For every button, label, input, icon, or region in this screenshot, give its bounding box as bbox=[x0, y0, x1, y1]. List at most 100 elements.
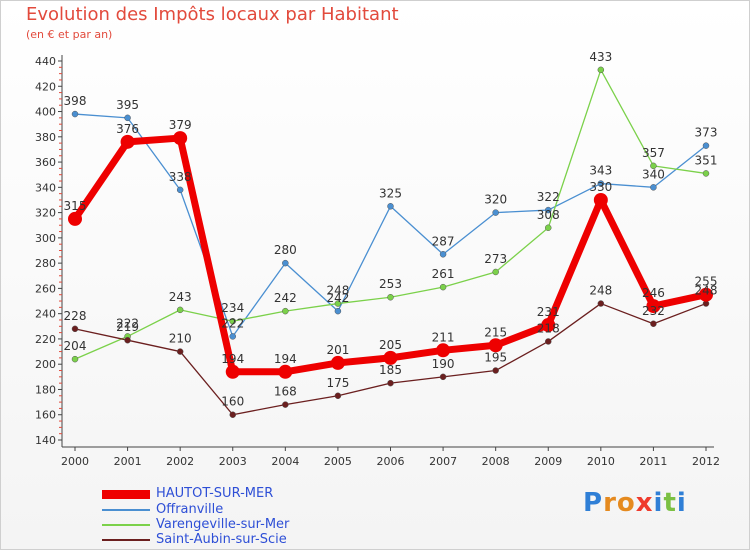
data-point bbox=[597, 180, 605, 187]
data-label: 243 bbox=[169, 290, 192, 304]
x-tick-label: 2006 bbox=[377, 455, 405, 468]
y-tick-label: 140 bbox=[35, 434, 56, 447]
data-point bbox=[282, 259, 289, 267]
data-point bbox=[387, 379, 394, 387]
data-label: 343 bbox=[589, 164, 612, 178]
data-label: 322 bbox=[537, 190, 560, 204]
data-label: 248 bbox=[326, 284, 349, 298]
data-point bbox=[68, 211, 82, 226]
legend-label: Saint-Aubin-sur-Scie bbox=[156, 532, 287, 547]
x-tick-label: 2009 bbox=[534, 455, 562, 468]
y-tick-label: 160 bbox=[35, 409, 56, 422]
legend-label: HAUTOT-SUR-MER bbox=[156, 486, 274, 501]
data-point bbox=[699, 287, 713, 302]
y-tick-label: 300 bbox=[35, 232, 56, 245]
x-tick-label: 2012 bbox=[692, 455, 720, 468]
data-point bbox=[545, 206, 552, 214]
data-point bbox=[229, 333, 236, 340]
data-label: 248 bbox=[695, 284, 718, 298]
data-label: 175 bbox=[326, 376, 349, 390]
data-label: 190 bbox=[432, 357, 455, 371]
data-label: 273 bbox=[484, 252, 507, 266]
data-point bbox=[229, 411, 236, 418]
x-tick-label: 2002 bbox=[166, 455, 194, 468]
data-label: 242 bbox=[326, 291, 349, 305]
data-label: 280 bbox=[274, 243, 297, 257]
data-label: 168 bbox=[274, 385, 297, 399]
data-point bbox=[71, 355, 79, 363]
legend-swatch bbox=[102, 509, 150, 511]
data-label: 205 bbox=[379, 338, 402, 352]
data-label: 379 bbox=[169, 118, 192, 132]
data-label: 215 bbox=[484, 325, 507, 339]
data-label: 330 bbox=[589, 180, 612, 194]
data-label: 376 bbox=[116, 122, 139, 136]
data-label: 308 bbox=[537, 208, 560, 222]
data-label: 194 bbox=[274, 352, 297, 366]
data-label: 204 bbox=[64, 339, 87, 353]
data-label: 242 bbox=[274, 291, 297, 305]
y-tick-label: 240 bbox=[35, 308, 56, 321]
legend-item: Offranville bbox=[102, 503, 223, 517]
data-point bbox=[176, 348, 184, 355]
data-label: 222 bbox=[116, 316, 139, 330]
data-point bbox=[124, 114, 131, 122]
data-point bbox=[383, 350, 398, 365]
y-tick-label: 260 bbox=[35, 282, 56, 295]
data-label: 211 bbox=[432, 330, 455, 344]
data-label: 160 bbox=[221, 395, 244, 409]
data-point bbox=[334, 392, 342, 400]
data-label: 228 bbox=[64, 309, 87, 323]
data-point bbox=[439, 373, 447, 381]
y-tick-label: 220 bbox=[35, 333, 56, 346]
data-point bbox=[173, 131, 188, 146]
data-point bbox=[387, 203, 394, 210]
data-point bbox=[439, 251, 447, 258]
data-label: 231 bbox=[537, 305, 560, 319]
logo-letter: o bbox=[616, 488, 636, 518]
data-label: 201 bbox=[326, 343, 349, 357]
x-tick-label: 2004 bbox=[271, 455, 299, 468]
data-point bbox=[545, 338, 552, 345]
data-label: 357 bbox=[642, 146, 665, 160]
data-point bbox=[176, 186, 184, 194]
data-label: 433 bbox=[589, 50, 612, 64]
y-tick-label: 440 bbox=[35, 55, 56, 68]
data-label: 194 bbox=[221, 352, 244, 366]
x-tick-label: 2005 bbox=[324, 455, 352, 468]
data-point bbox=[597, 300, 605, 307]
x-tick-label: 2010 bbox=[587, 455, 615, 468]
data-point bbox=[334, 300, 342, 307]
x-tick-label: 2003 bbox=[219, 455, 247, 468]
data-point bbox=[225, 364, 240, 379]
x-tick-label: 2001 bbox=[114, 455, 142, 468]
data-point bbox=[120, 134, 135, 149]
data-point bbox=[282, 307, 289, 315]
legend-label: Offranville bbox=[156, 502, 224, 517]
data-label: 261 bbox=[432, 267, 455, 281]
logo-letter: P bbox=[583, 488, 604, 518]
data-point bbox=[282, 401, 289, 408]
y-tick-label: 320 bbox=[35, 207, 56, 220]
data-point bbox=[124, 336, 131, 344]
data-point bbox=[488, 338, 503, 353]
data-label: 195 bbox=[484, 351, 507, 365]
y-tick-label: 180 bbox=[35, 383, 56, 396]
proxiti-logo: Proxiti bbox=[583, 488, 687, 518]
data-label: 246 bbox=[642, 286, 665, 300]
logo-letter: t bbox=[663, 488, 677, 518]
data-label: 253 bbox=[379, 277, 402, 291]
legend-label: Varengeville-sur-Mer bbox=[156, 517, 290, 532]
y-tick-label: 360 bbox=[35, 156, 56, 169]
data-label: 222 bbox=[221, 316, 244, 330]
data-label: 255 bbox=[695, 275, 718, 289]
chart-subtitle: (en € et par an) bbox=[26, 28, 113, 41]
data-point bbox=[650, 320, 657, 328]
data-point bbox=[439, 283, 447, 291]
data-point bbox=[492, 268, 499, 276]
logo-letter: x bbox=[635, 488, 654, 518]
data-label: 287 bbox=[432, 234, 455, 248]
data-point bbox=[646, 299, 661, 314]
data-point bbox=[650, 162, 657, 170]
logo-letter: r bbox=[603, 488, 617, 518]
